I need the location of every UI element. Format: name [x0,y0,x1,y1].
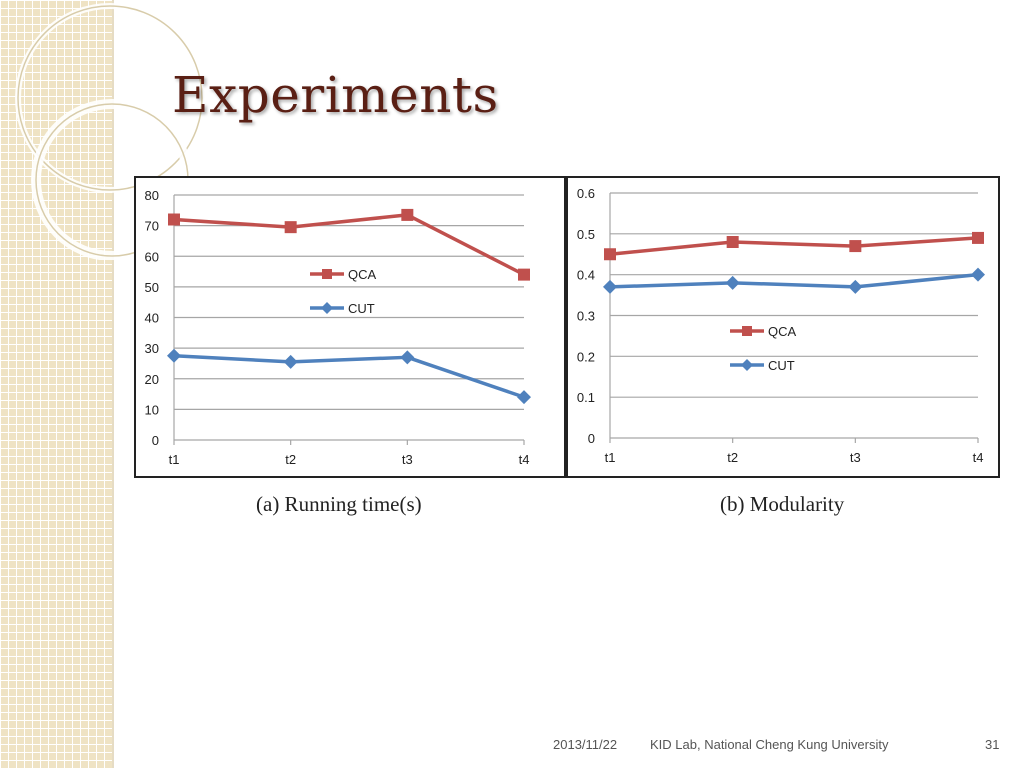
chart-running-time-y-tick-label: 40 [145,311,159,326]
chart-modularity-series-qca-line [609,236,979,256]
chart-running-time-series-cut-point [167,348,181,363]
chart-modularity-y-tick-label: 0.3 [577,309,595,324]
chart-modularity-plot: 0 0.1 0.2 0.3 0.4 0.5 0.6 t1 t2 t3 t4 QCA CUT [577,186,985,465]
chart-running-time-y-tick-label: 70 [145,219,159,234]
chart-running-time-series-cut-point [517,390,531,405]
chart-running-time-y-tick-label: 20 [145,372,159,387]
chart-running-time-series-cut-point [400,350,415,365]
chart-running-time-series-cut-line [173,354,525,399]
chart-running-time-series-qca-legend-label: QCA [348,267,377,282]
chart-modularity-series-qca-point [604,248,616,261]
chart-modularity-y-tick-label: 0 [588,431,595,446]
chart-running-time-series-cut-legend-label: CUT [348,301,375,316]
chart-running-time-y-tick-label: 60 [145,249,159,264]
chart-running-time-series-cut-legend-marker [321,302,333,314]
footer-organization: KID Lab, National Cheng Kung University [650,737,889,752]
chart-running-time-y-tick-label: 50 [145,280,159,295]
chart-running-time-y-tick-label: 10 [145,402,159,417]
chart-running-time-plot: 0 10 20 30 40 50 60 70 80 t1 t2 t3 t4 QCA CUT [145,188,531,467]
chart-modularity-series-cut-legend-marker [741,359,753,371]
chart-running-time-caption: (a) Running time(s) [256,492,422,516]
chart-running-time-y-tick-label: 30 [145,341,159,356]
chart-running-time-y-tick-label: 80 [145,188,159,203]
chart-modularity-series-qca-point [972,231,984,244]
chart-modularity-series-cut-point [725,275,740,290]
chart-modularity: 0 0.1 0.2 0.3 0.4 0.5 0.6 t1 t2 t3 t4 QCA CUT [566,176,1000,478]
chart-running-time-series-qca-point [518,268,530,281]
chart-modularity-series-cut-point [848,279,863,294]
slide-title: Experiments [172,66,499,124]
chart-modularity-x-tick-label: t3 [850,450,861,465]
chart-modularity-x-tick-label: t1 [605,450,616,465]
chart-modularity-caption: (b) Modularity [720,492,845,516]
chart-running-time-series-qca-legend-marker [322,269,332,279]
chart-running-time-x-tick-label: t2 [285,452,296,467]
chart-running-time: 0 10 20 30 40 50 60 70 80 t1 t2 t3 t4 QCA CUT [134,176,566,478]
chart-modularity-y-tick-label: 0.4 [577,268,595,283]
chart-modularity-y-tick-label: 0.6 [577,186,595,201]
chart-modularity-series-qca-legend-marker [742,326,752,336]
chart-running-time-series-qca-point [168,213,180,226]
sidebar-pattern [0,0,112,768]
chart-modularity-series-cut-line [609,272,979,289]
chart-running-time-y-tick-label: 0 [152,433,159,448]
chart-modularity-series-qca-legend-label: QCA [768,324,797,339]
footer-date: 2013/11/22 [553,737,618,752]
chart-modularity-series-cut-point [603,279,617,294]
chart-modularity-x-tick-label: t4 [973,450,984,465]
chart-modularity-series-cut-legend-label: CUT [768,358,795,373]
chart-modularity-series-cut-point [971,267,985,282]
chart-running-time-x-tick-label: t4 [519,452,530,467]
chart-modularity-series-qca-point [726,236,739,248]
chart-running-time-x-tick-label: t3 [402,452,413,467]
chart-running-time-series-qca-line [173,213,525,277]
chart-modularity-y-tick-label: 0.1 [577,390,595,405]
sidebar-edge [112,0,114,768]
chart-modularity-y-tick-label: 0.5 [577,227,595,242]
chart-running-time-x-tick-label: t1 [169,452,180,467]
chart-modularity-x-tick-label: t2 [727,450,738,465]
footer-page-number: 31 [985,737,1000,752]
chart-modularity-series-qca-point [849,240,862,253]
chart-modularity-y-tick-label: 0.2 [577,349,595,364]
chart-running-time-series-cut-point [283,354,298,369]
chart-running-time-series-qca-point [284,221,297,234]
chart-running-time-series-qca-point [401,208,414,221]
